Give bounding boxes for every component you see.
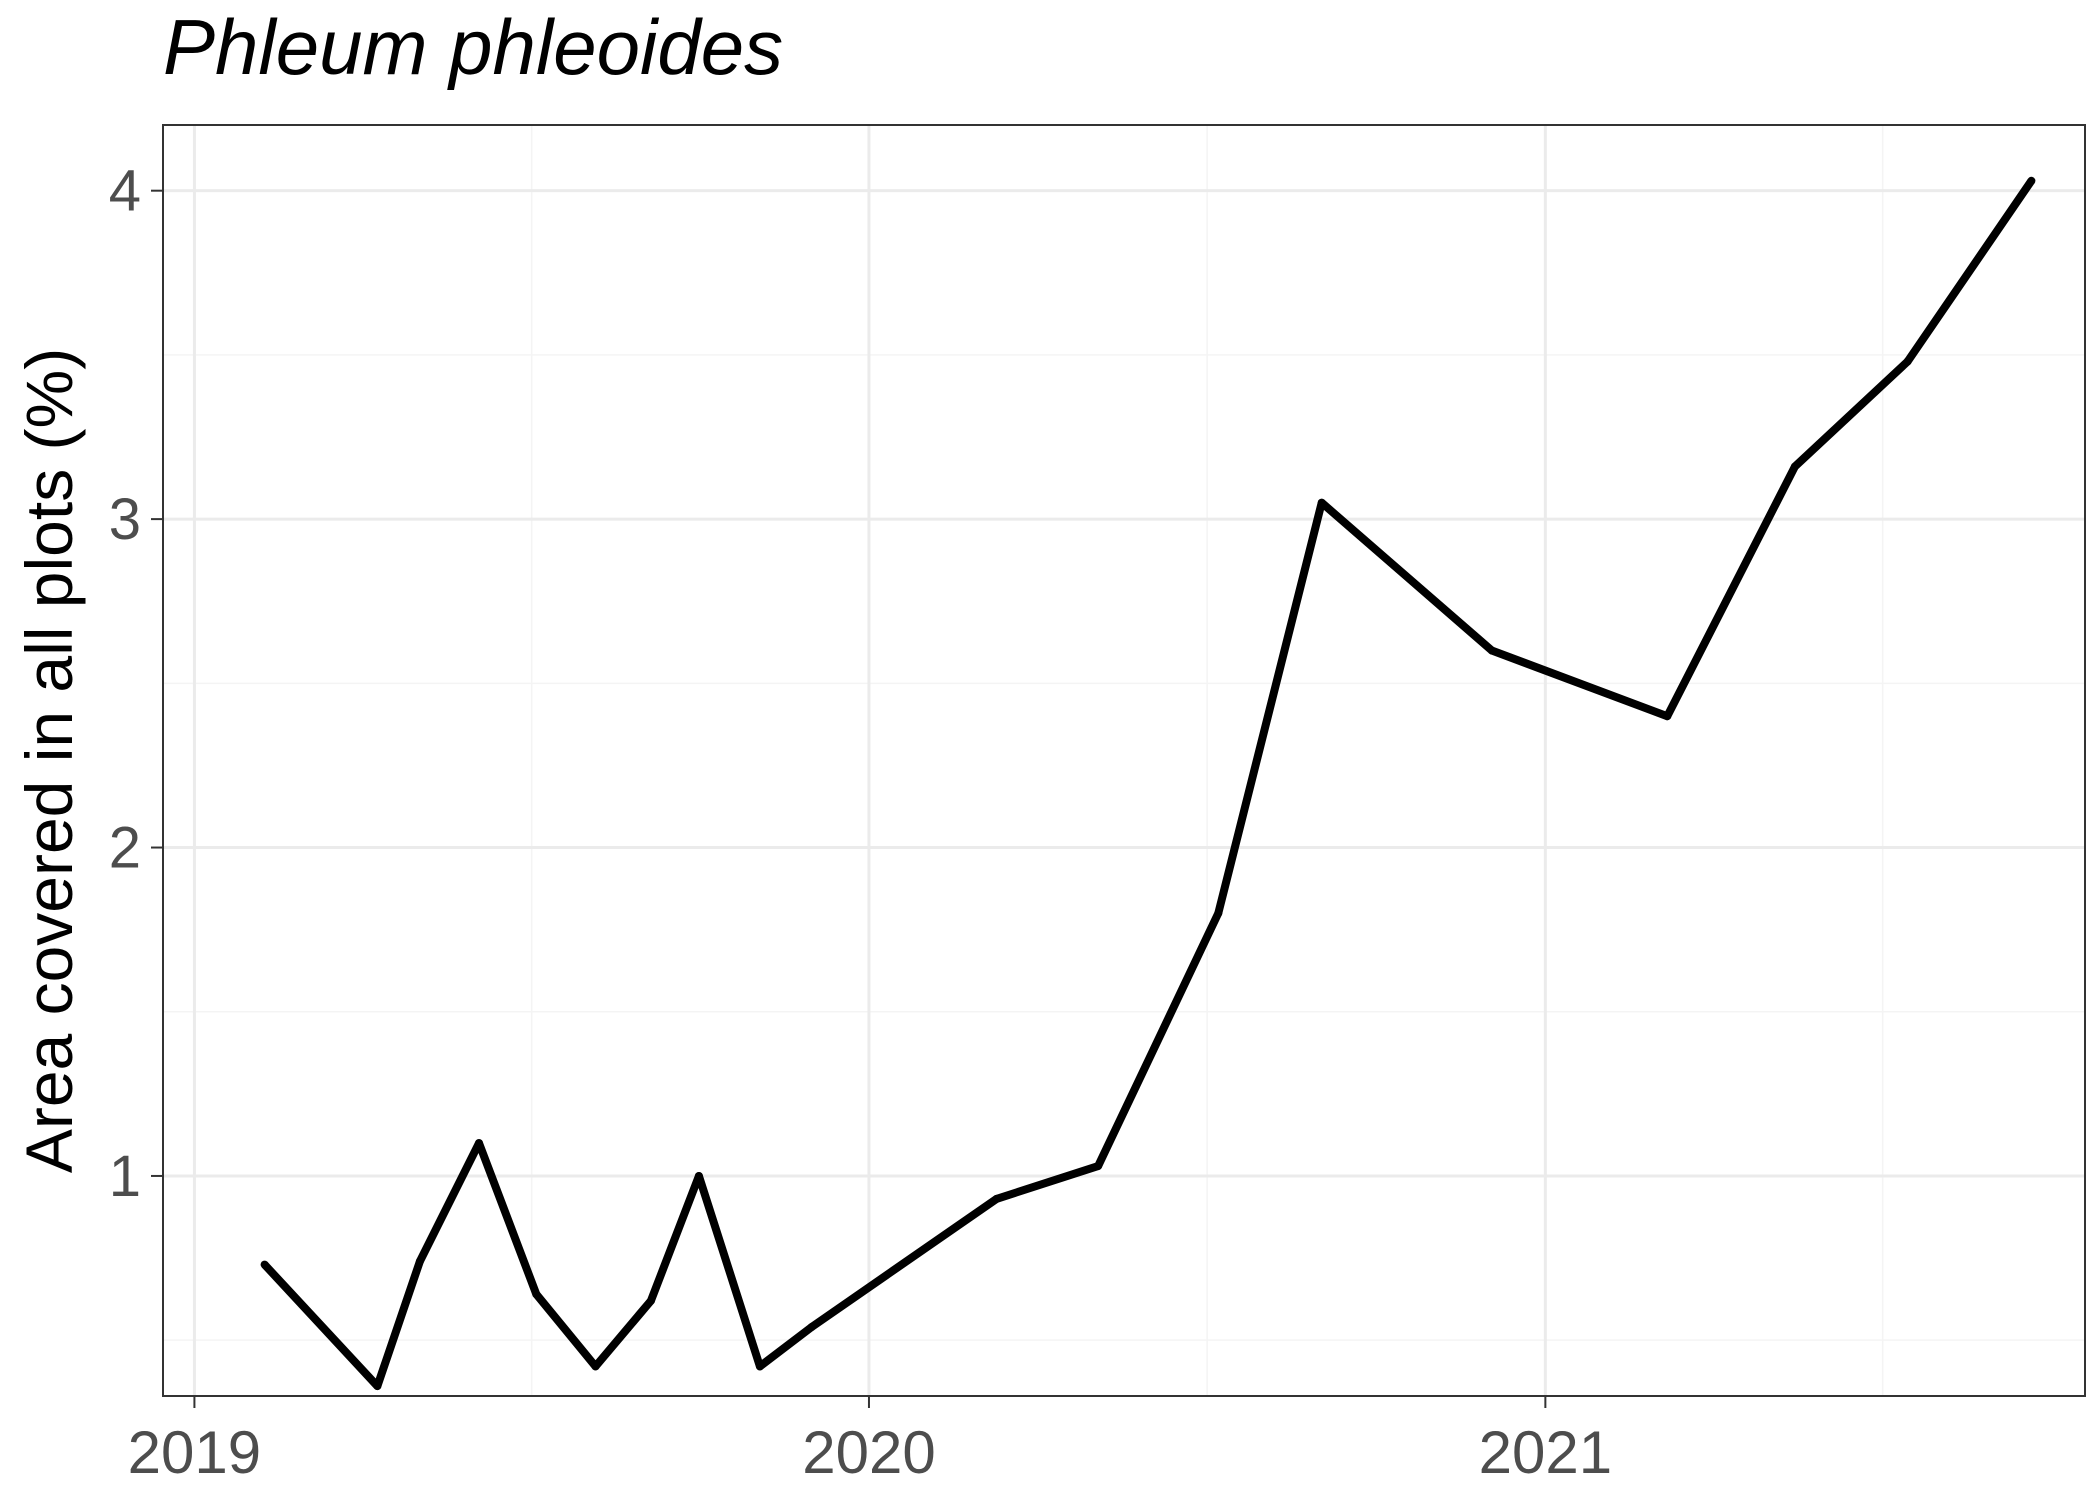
data-point	[1903, 357, 1912, 366]
data-point	[1214, 909, 1223, 918]
x-tick-label: 2020	[802, 1419, 935, 1486]
data-point	[1317, 498, 1326, 507]
data-point	[1487, 646, 1496, 655]
data-point	[2027, 176, 2036, 185]
x-tick-label: 2019	[128, 1419, 261, 1486]
data-point	[532, 1290, 541, 1299]
plot-panel-border	[162, 124, 2086, 1397]
y-tick-label: 1	[109, 1144, 141, 1209]
data-point	[992, 1194, 1001, 1203]
x-tick-label: 2021	[1479, 1419, 1612, 1486]
y-tick-label: 4	[109, 159, 141, 224]
chart-title: Phleum phleoides	[163, 3, 784, 91]
data-point	[755, 1362, 764, 1371]
data-point	[694, 1172, 703, 1180]
gridlines	[163, 125, 2085, 1396]
data-point	[475, 1139, 483, 1148]
series-layer	[260, 176, 2036, 1391]
data-point	[260, 1260, 269, 1269]
data-point	[646, 1296, 655, 1305]
data-point	[373, 1382, 382, 1391]
data-point	[1094, 1162, 1103, 1171]
series-line	[261, 178, 2035, 1391]
y-tick-label: 2	[109, 816, 141, 881]
data-point	[1663, 712, 1672, 721]
y-axis-title: Area covered in all plots (%)	[12, 348, 86, 1173]
y-tick-label: 3	[109, 487, 141, 552]
tick-labels: 2019 2020 2021 1 2 3 4	[109, 159, 1612, 1486]
data-point	[415, 1257, 424, 1266]
data-point	[591, 1362, 600, 1371]
data-point	[1790, 462, 1799, 471]
data-point	[807, 1323, 816, 1331]
axis-ticks	[151, 189, 1547, 1408]
